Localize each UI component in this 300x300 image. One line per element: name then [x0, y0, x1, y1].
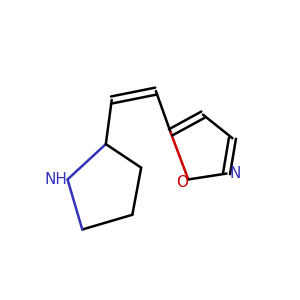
Text: NH: NH: [44, 172, 67, 187]
Text: O: O: [176, 175, 188, 190]
Text: N: N: [230, 166, 241, 181]
